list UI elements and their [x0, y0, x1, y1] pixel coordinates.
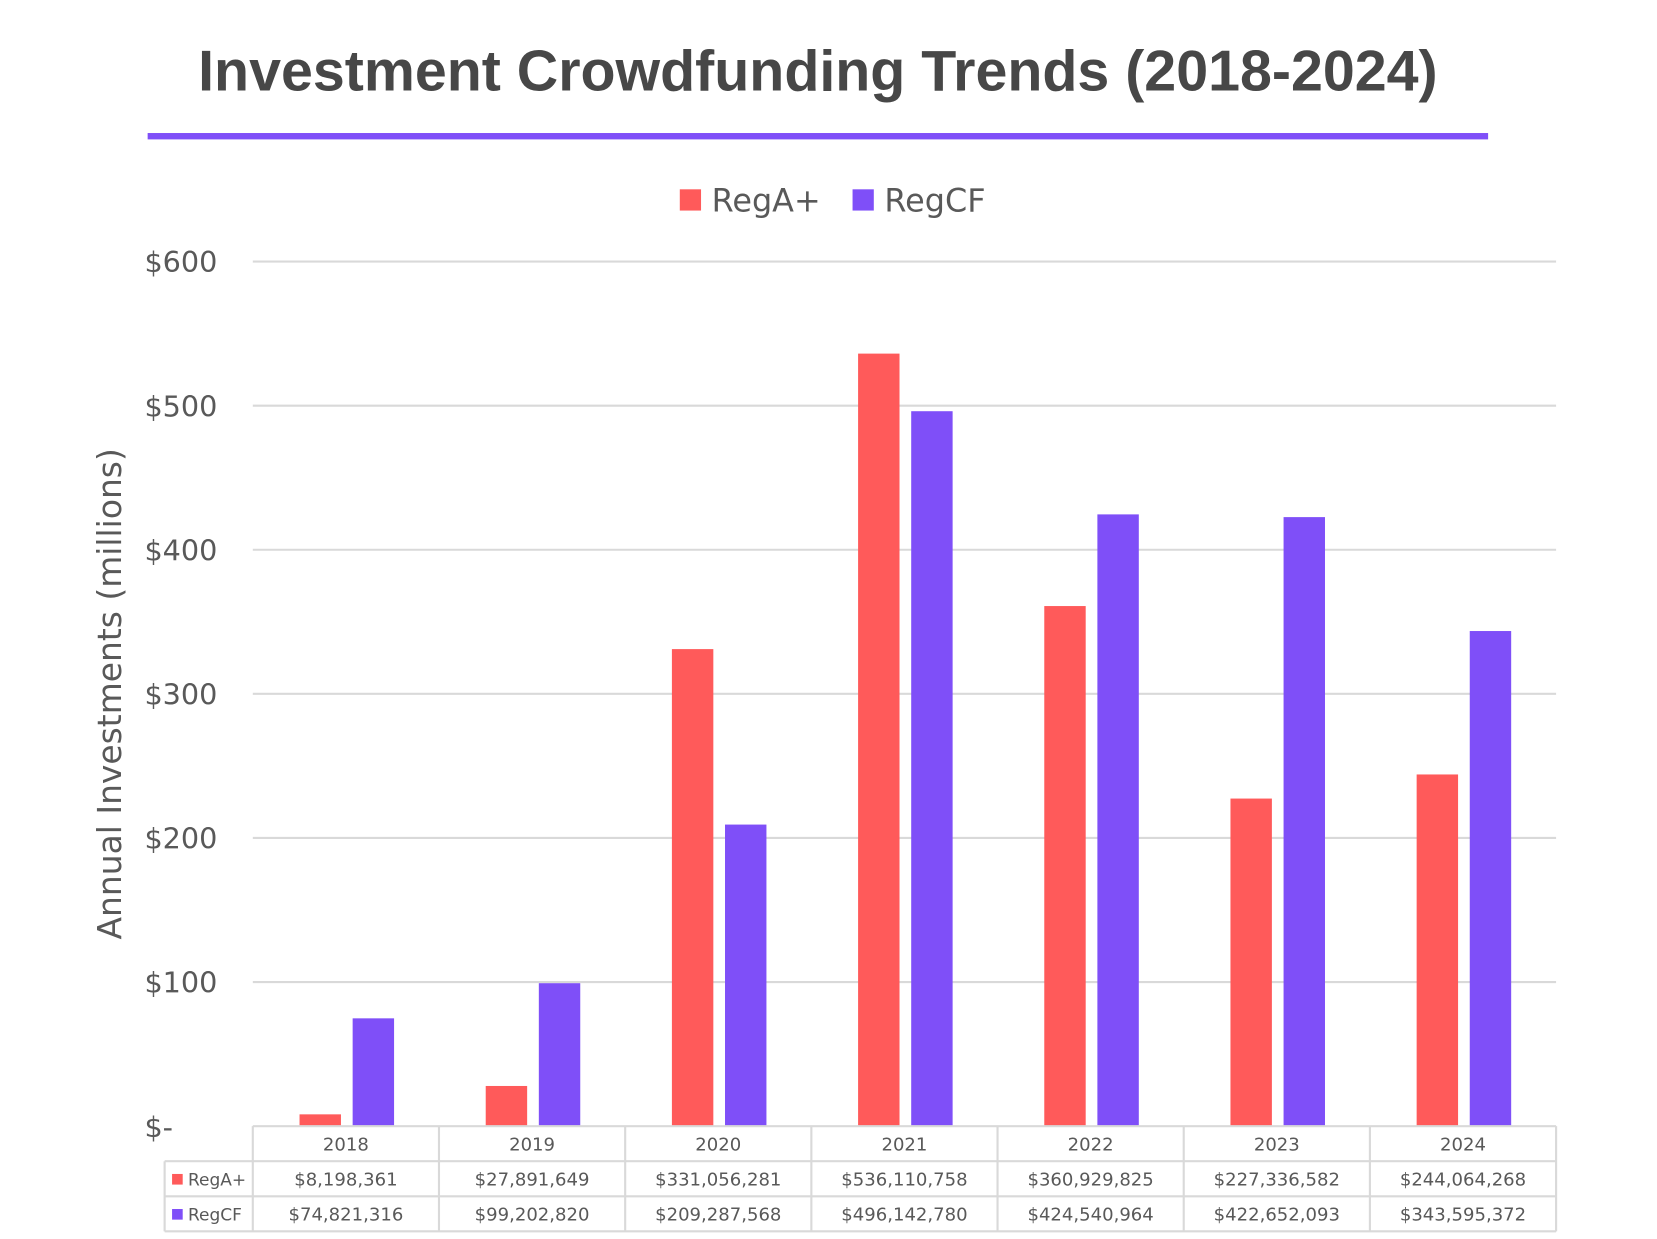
table-cell: $496,142,780 [841, 1205, 967, 1226]
y-axis-label: Annual Investments (millions) [90, 448, 129, 939]
legend-swatch-RegCF [852, 189, 874, 211]
y-axis: $- $100 $200 $300 $400 $500 $600 [144, 245, 217, 1144]
x-tick-label: 2024 [1440, 1135, 1486, 1156]
bar-RegA+-2023 [1230, 798, 1272, 1127]
y-tick-label: $300 [144, 677, 217, 711]
table-cell: $331,056,281 [655, 1170, 781, 1191]
x-tick-label: 2018 [323, 1135, 369, 1156]
legend-label: RegA+ [712, 182, 821, 220]
y-tick-label: $600 [144, 245, 217, 279]
bar-RegA+-2018 [299, 1114, 341, 1127]
legend: RegA+ RegCF [679, 182, 986, 220]
legend-label: RegCF [884, 182, 985, 220]
data-table: 2018 2019 2020 2021 2022 2023 2024 RegA+ $8,198,… [163, 1125, 1558, 1233]
y-tick-label: $- [144, 1110, 173, 1144]
table-cell: $536,110,758 [841, 1170, 967, 1191]
table-series-label: RegA+ [188, 1171, 246, 1191]
table-cell: $74,821,316 [288, 1205, 403, 1226]
x-tick-label: 2019 [509, 1135, 555, 1156]
table-cell: $8,198,361 [294, 1170, 397, 1191]
table-cell: $27,891,649 [475, 1170, 590, 1191]
y-tick-label: $500 [144, 389, 217, 423]
table-cell: $424,540,964 [1027, 1205, 1153, 1226]
bar-RegA+-2022 [1044, 606, 1086, 1127]
table-cell: $209,287,568 [655, 1205, 781, 1226]
chart-title: Investment Crowdfunding Trends (2018-202… [198, 40, 1438, 104]
table-cell: $360,929,825 [1027, 1170, 1153, 1191]
table-cell: $422,652,093 [1214, 1205, 1340, 1226]
bar-RegCF-2024 [1469, 631, 1512, 1127]
x-tick-label: 2020 [695, 1135, 741, 1156]
y-tick-label: $100 [144, 966, 217, 1000]
x-tick-label: 2021 [881, 1135, 927, 1156]
bar-RegCF-2020 [725, 824, 767, 1127]
bar-RegCF-2021 [911, 411, 953, 1127]
bar-RegA+-2020 [671, 649, 714, 1127]
table-legend-key [172, 1209, 183, 1220]
table-cell: $99,202,820 [475, 1205, 590, 1226]
table-cell: $244,064,268 [1400, 1170, 1526, 1191]
y-tick-label: $400 [144, 533, 217, 567]
bar-RegA+-2024 [1416, 774, 1459, 1127]
bar-RegCF-2018 [352, 1018, 395, 1127]
bar-RegA+-2021 [858, 353, 900, 1127]
legend-swatch-RegA+ [679, 189, 702, 211]
x-tick-label: 2022 [1068, 1135, 1114, 1156]
x-tick-label: 2023 [1254, 1135, 1300, 1156]
gridlines [252, 260, 1557, 984]
bar-RegCF-2023 [1283, 517, 1325, 1127]
table-legend-key [172, 1173, 183, 1185]
y-tick-label: $200 [144, 822, 217, 856]
bar-RegCF-2022 [1097, 514, 1139, 1127]
bars [299, 353, 1512, 1127]
bar-RegCF-2019 [538, 983, 581, 1127]
table-cell: $227,336,582 [1214, 1170, 1340, 1191]
table-series-label: RegCF [188, 1206, 242, 1226]
title-underline [147, 133, 1489, 140]
table-cell: $343,595,372 [1400, 1205, 1526, 1226]
bar-RegA+-2019 [485, 1085, 528, 1127]
